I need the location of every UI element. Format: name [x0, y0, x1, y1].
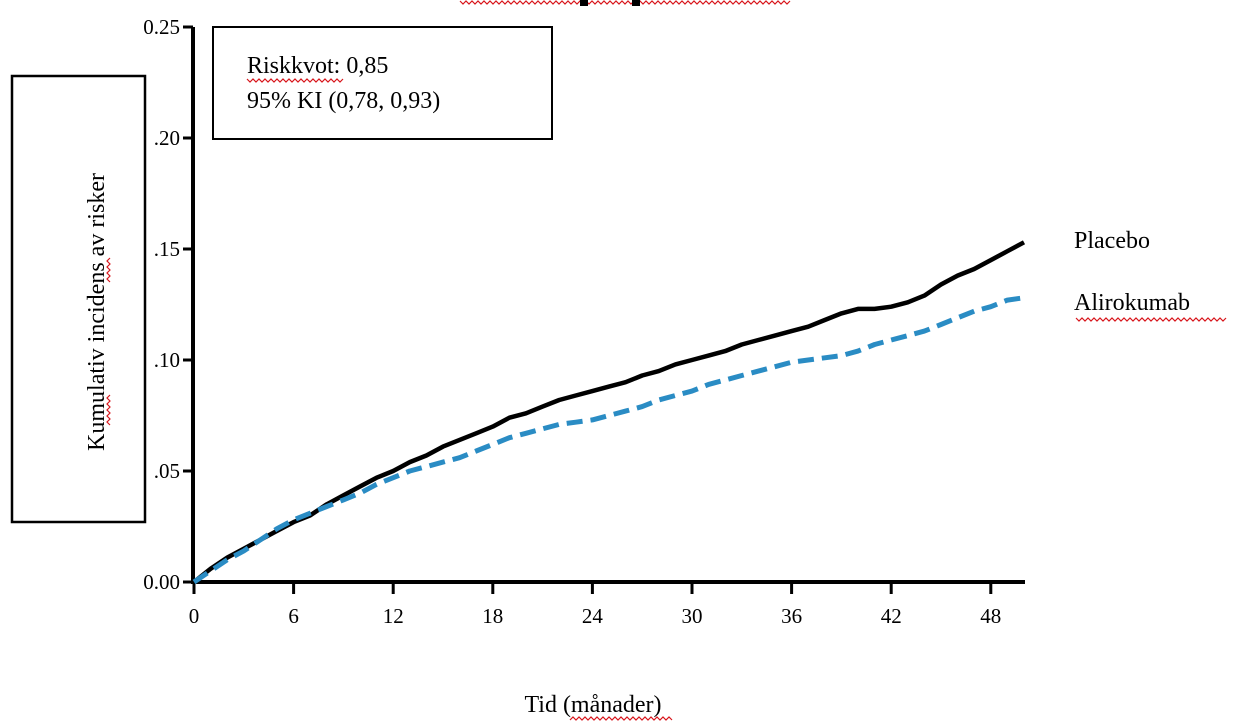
spellcheck-underline — [1075, 317, 1227, 322]
x-axis-ticks: 0 6 12 18 24 30 36 42 48 — [189, 582, 1001, 628]
ylabel-box — [10, 74, 147, 524]
x-tick-label: 36 — [781, 604, 802, 628]
x-tick-label: 12 — [383, 604, 404, 628]
y-tick-label: .15 — [154, 237, 180, 261]
spellcheck-underline — [246, 78, 344, 83]
x-tick-label: 18 — [482, 604, 503, 628]
legend-placebo: Placebo — [1074, 228, 1150, 254]
y-tick-label: 0.25 — [143, 15, 180, 39]
y-tick-label: .10 — [154, 348, 180, 372]
spellcheck-underline — [106, 257, 111, 283]
series-line-alirokumab — [192, 295, 1025, 585]
series-layer — [192, 240, 1026, 585]
series-line-placebo — [192, 240, 1026, 584]
legend-alirokumab: Alirokumab — [1074, 290, 1190, 316]
x-tick-label: 0 — [189, 604, 200, 628]
x-tick-label: 6 — [288, 604, 299, 628]
y-axis-label: Kumulativ incidens av risker — [84, 173, 110, 451]
spellcheck-underline — [569, 716, 673, 721]
y-tick-label: .20 — [154, 126, 180, 150]
cropped-title-fragment — [580, 0, 588, 6]
cropped-title-fragment — [632, 0, 640, 6]
y-tick-label: 0.00 — [143, 570, 180, 594]
annotation-box — [212, 26, 553, 140]
x-tick-label: 24 — [582, 604, 604, 628]
cropped-title-underline — [459, 0, 791, 5]
y-axis-ticks: 0.00 .05 .10 .15 .20 0.25 — [143, 15, 193, 594]
x-axis-label: Tid (månader) — [524, 692, 661, 718]
y-tick-label: .05 — [154, 459, 180, 483]
x-tick-label: 30 — [682, 604, 703, 628]
x-tick-label: 48 — [980, 604, 1001, 628]
annotation-line2: 95% KI (0,78, 0,93) — [247, 88, 440, 114]
spellcheck-underline — [106, 394, 111, 426]
x-tick-label: 42 — [881, 604, 902, 628]
annotation-line1: Riskkvot: 0,85 — [247, 53, 388, 79]
